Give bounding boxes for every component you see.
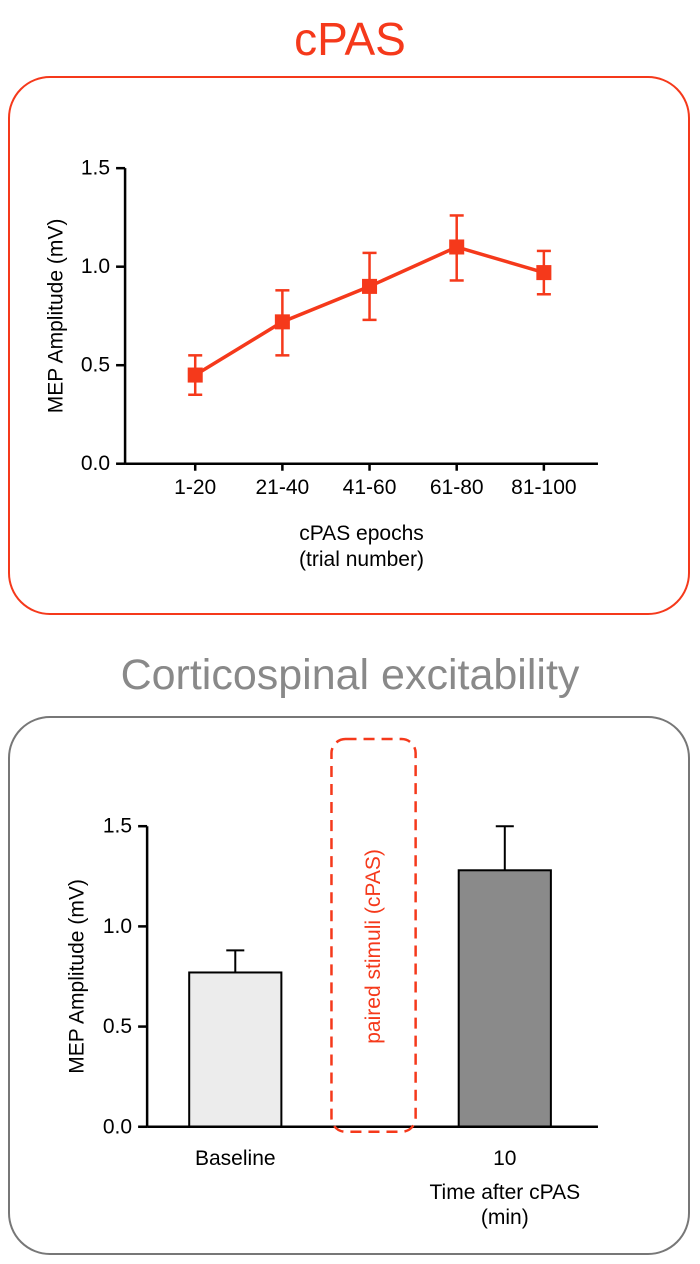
data-point-marker: [274, 314, 290, 330]
y-axis-label: MEP Amplitude (mV): [44, 219, 67, 414]
y-axis-label: MEP Amplitude (mV): [65, 879, 88, 1074]
cpas-panel: 0.0 0.5 1.0 1.5 MEP Amplitude (mV) 1-20 21-40 4…: [8, 76, 690, 615]
x-axis-label-line2: (min): [481, 1206, 529, 1229]
bar-10: [457, 869, 552, 1128]
y-tick-label: 0.0: [81, 452, 110, 475]
bottom-chart-title: Corticospinal excitability: [120, 651, 580, 699]
data-point-marker: [536, 265, 552, 281]
x-tick-label: 1-20: [174, 476, 216, 499]
y-tick-label: 1.5: [103, 815, 132, 838]
x-axis-label-line1: cPAS epochs: [299, 522, 424, 545]
error-bar: [226, 949, 245, 973]
x-axis-label-line2: (trial number): [299, 548, 424, 571]
data-point-marker: [362, 278, 378, 294]
bar-baseline: [188, 971, 283, 1128]
x-tick-label: 21-40: [256, 476, 310, 499]
paired-stimuli-annotation-box: [330, 737, 417, 1134]
error-bar: [495, 825, 514, 871]
data-point-marker: [449, 239, 465, 255]
top-chart-title: cPAS: [294, 13, 406, 65]
x-tick-label: 81-100: [511, 476, 576, 499]
paired-stimuli-annotation-label: paired stimuli (cPAS): [362, 849, 385, 1044]
y-tick-label: 0.0: [103, 1115, 132, 1138]
x-tick-label: 41-60: [343, 476, 397, 499]
y-tick-label: 0.5: [103, 1015, 132, 1038]
excitability-bar-chart: 0.0 0.5 1.0 1.5 MEP Amplitude (mV) Baseline 10…: [65, 737, 598, 1229]
excitability-panel: 0.0 0.5 1.0 1.5 MEP Amplitude (mV) Baseline 10…: [8, 716, 690, 1255]
y-tick-label: 0.5: [81, 354, 110, 377]
x-tick-label: 61-80: [430, 476, 484, 499]
y-tick-label: 1.5: [81, 157, 110, 180]
data-point-marker: [187, 367, 203, 383]
x-tick-label: 10: [493, 1147, 516, 1170]
x-tick-label: Baseline: [195, 1147, 276, 1170]
x-axis-label-line1: Time after cPAS: [429, 1181, 580, 1204]
y-tick-label: 1.0: [103, 915, 132, 938]
y-tick-label: 1.0: [81, 255, 110, 278]
cpas-line-chart: 0.0 0.5 1.0 1.5 MEP Amplitude (mV) 1-20 21-40 4…: [44, 157, 598, 571]
